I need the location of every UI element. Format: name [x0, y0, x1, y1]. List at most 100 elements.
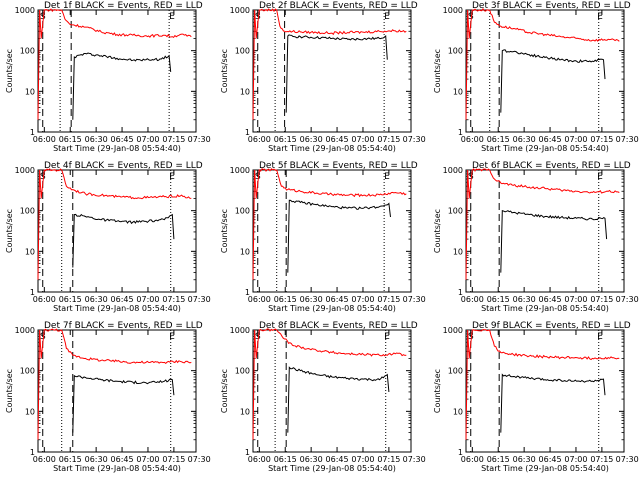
events-series-line [285, 34, 388, 113]
y-tick-label: 10 [240, 87, 250, 96]
x-tick-label: 06:00 [33, 135, 56, 144]
x-tick-label: 07:15 [377, 295, 400, 304]
events-series-line [287, 366, 390, 433]
y-tick-label: 1 [245, 288, 250, 297]
x-axis-label: Start Time (29-Jan-08 05:54:40) [481, 304, 609, 313]
panel-title: Det 6f BLACK = Events, RED = LLD [472, 161, 631, 171]
x-tick-label: 06:30 [513, 455, 536, 464]
panel-title: Det 2f BLACK = Events, RED = LLD [259, 1, 418, 11]
y-axis-label: Counts/sec [433, 369, 442, 413]
plot-frame [252, 329, 412, 453]
start-marker: S [255, 12, 261, 22]
plot-frame [252, 169, 412, 293]
x-tick-label: 06:45 [326, 295, 349, 304]
y-tick-label: 1000 [230, 166, 250, 175]
x-tick-label: 06:45 [111, 455, 134, 464]
x-tick-label: 07:00 [351, 455, 374, 464]
x-axis-label: Start Time (29-Jan-08 05:54:40) [481, 144, 609, 153]
end-marker: E [597, 172, 603, 182]
detector-panel-2: Det 2f BLACK = Events, RED = LLD 1 10 100 10… [220, 1, 426, 153]
y-tick-label: 1 [30, 448, 35, 457]
plot-frame [37, 329, 197, 453]
x-tick-label: 07:15 [590, 135, 613, 144]
detector-panel-1: Det 1f BLACK = Events, RED = LLD 1 10 100 10… [5, 1, 211, 153]
lld-series-line [252, 8, 407, 120]
y-tick-label: 10 [25, 407, 35, 416]
x-tick-label: 06:00 [248, 295, 271, 304]
y-tick-label: 1 [30, 288, 35, 297]
x-tick-label: 06:00 [33, 455, 56, 464]
start-marker: S [468, 172, 474, 182]
x-tick-label: 06:45 [539, 455, 562, 464]
y-tick-label: 1000 [443, 326, 463, 335]
y-axis-label: Counts/sec [220, 209, 229, 253]
x-tick-label: 07:15 [162, 295, 185, 304]
x-axis-label: Start Time (29-Jan-08 05:54:40) [53, 304, 181, 313]
end-marker: E [597, 12, 603, 22]
plot-frame [465, 9, 625, 133]
x-tick-label: 06:15 [59, 135, 82, 144]
y-tick-label: 1000 [443, 6, 463, 15]
x-tick-label: 06:00 [33, 295, 56, 304]
x-tick-label: 07:30 [616, 135, 639, 144]
events-series-line [72, 213, 175, 268]
end-marker: E [169, 172, 175, 182]
end-marker: E [384, 332, 390, 342]
x-tick-label: 06:15 [487, 135, 510, 144]
x-tick-label: 06:30 [513, 135, 536, 144]
end-marker: E [384, 172, 390, 182]
x-tick-label: 06:00 [461, 455, 484, 464]
x-tick-label: 07:30 [403, 135, 426, 144]
end-marker: E [384, 12, 390, 22]
lld-series-line [252, 328, 407, 440]
x-tick-label: 06:15 [274, 135, 297, 144]
y-tick-label: 100 [448, 47, 463, 56]
x-tick-label: 06:30 [513, 295, 536, 304]
x-tick-label: 06:15 [59, 295, 82, 304]
x-tick-label: 06:30 [300, 135, 323, 144]
lld-series-line [252, 168, 407, 280]
x-axis-label: Start Time (29-Jan-08 05:54:40) [268, 464, 396, 473]
y-tick-label: 1 [30, 128, 35, 137]
x-tick-label: 07:00 [351, 135, 374, 144]
start-marker: S [468, 332, 474, 342]
y-tick-label: 1 [245, 128, 250, 137]
start-marker: S [468, 12, 474, 22]
plot-frame [37, 9, 197, 133]
y-tick-label: 100 [235, 47, 250, 56]
start-marker: S [40, 172, 46, 182]
end-marker: E [169, 12, 175, 22]
y-tick-label: 100 [235, 367, 250, 376]
panel-title: Det 1f BLACK = Events, RED = LLD [44, 1, 203, 11]
plot-frame [465, 329, 625, 453]
x-tick-label: 07:00 [564, 455, 587, 464]
x-tick-label: 06:45 [326, 135, 349, 144]
lld-series-line [465, 328, 620, 440]
y-axis-label: Counts/sec [5, 369, 14, 413]
x-tick-label: 06:15 [487, 295, 510, 304]
x-axis-label: Start Time (29-Jan-08 05:54:40) [53, 144, 181, 153]
y-axis-label: Counts/sec [220, 369, 229, 413]
y-axis-label: Counts/sec [220, 49, 229, 93]
y-tick-label: 1 [458, 288, 463, 297]
panel-title: Det 7f BLACK = Events, RED = LLD [44, 321, 203, 331]
x-tick-label: 06:45 [111, 135, 134, 144]
x-tick-label: 06:15 [274, 455, 297, 464]
y-tick-label: 100 [20, 207, 35, 216]
events-series-line [500, 210, 608, 273]
x-tick-label: 07:30 [616, 455, 639, 464]
y-tick-label: 10 [240, 407, 250, 416]
x-tick-label: 06:30 [85, 295, 108, 304]
plot-frame [252, 9, 412, 133]
x-tick-label: 07:30 [403, 295, 426, 304]
y-tick-label: 1000 [15, 166, 35, 175]
x-tick-label: 06:30 [300, 295, 323, 304]
x-tick-label: 07:30 [616, 295, 639, 304]
x-tick-label: 06:45 [539, 135, 562, 144]
panel-title: Det 8f BLACK = Events, RED = LLD [259, 321, 418, 331]
x-tick-label: 07:00 [136, 135, 159, 144]
panel-title: Det 9f BLACK = Events, RED = LLD [472, 321, 631, 331]
lld-series-line [465, 8, 620, 120]
